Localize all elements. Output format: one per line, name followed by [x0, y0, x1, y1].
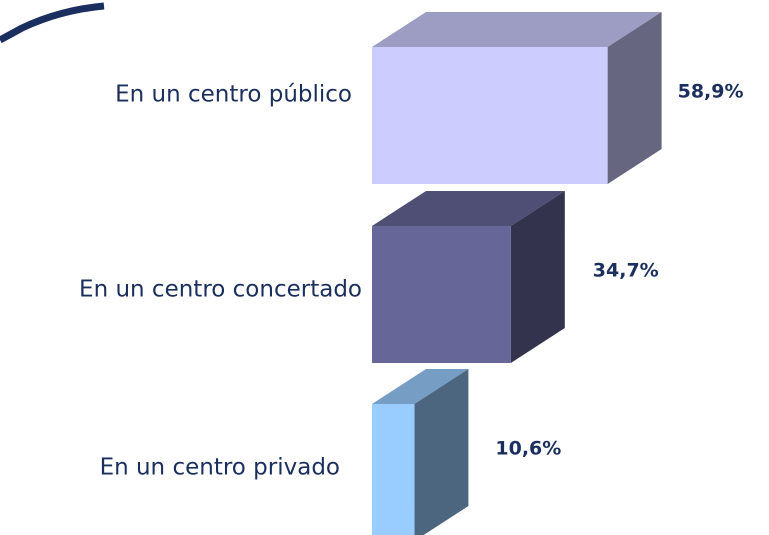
bar-top — [372, 12, 662, 47]
bar-side — [607, 12, 662, 184]
value-label: 34,7% — [593, 260, 659, 282]
value-label: 10,6% — [495, 438, 561, 460]
bar-side — [414, 369, 469, 535]
category-label: En un centro privado — [100, 455, 340, 481]
category-label: En un centro público — [115, 82, 352, 108]
bar — [372, 226, 511, 363]
bar-top — [372, 369, 469, 404]
bar-top — [372, 191, 565, 226]
category-label: En un centro concertado — [79, 277, 362, 303]
decoration — [0, 2, 105, 44]
bar — [372, 47, 608, 184]
bar — [372, 404, 415, 535]
bar-side — [510, 191, 565, 363]
value-label: 58,9% — [678, 81, 744, 103]
